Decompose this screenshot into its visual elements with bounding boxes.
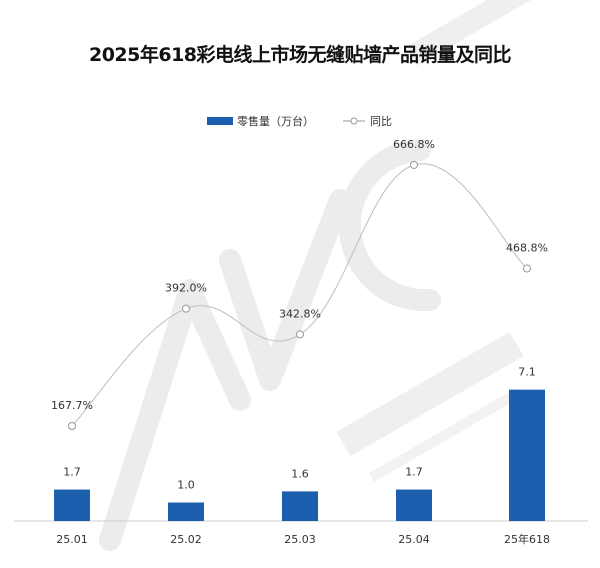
bar-label: 1.7 xyxy=(63,466,81,479)
yoy-label: 167.7% xyxy=(51,399,93,412)
bar-label: 7.1 xyxy=(518,366,536,379)
legend-line-marker xyxy=(350,117,358,125)
bar-label: 1.6 xyxy=(291,467,309,480)
x-tick-label: 25.01 xyxy=(56,533,88,546)
x-tick-label: 25.02 xyxy=(170,533,202,546)
chart-title: 2025年618彩电线上市场无缝贴墙产品销量及同比 xyxy=(88,44,512,66)
yoy-label: 666.8% xyxy=(393,138,435,151)
yoy-label: 392.0% xyxy=(165,282,207,295)
bar xyxy=(54,489,90,521)
watermark-cn xyxy=(336,0,574,457)
watermark-en xyxy=(368,388,522,482)
watermark-logo-a xyxy=(99,279,251,551)
yoy-point xyxy=(182,304,190,313)
bar xyxy=(396,489,432,521)
yoy-point xyxy=(523,264,531,273)
bar-label: 1.7 xyxy=(405,466,423,479)
yoy-point xyxy=(296,330,304,339)
yoy-point xyxy=(410,160,418,169)
yoy-label: 468.8% xyxy=(506,242,548,255)
yoy-point xyxy=(68,421,76,430)
bar-label: 1.0 xyxy=(177,479,195,492)
legend-bar-label: 零售量（万台） xyxy=(237,114,314,128)
watermark-logo xyxy=(99,139,441,551)
watermark-logo-v xyxy=(219,189,351,391)
legend-line-label: 同比 xyxy=(370,115,392,128)
watermark-cn-top-band xyxy=(406,0,574,66)
yoy-line xyxy=(71,163,528,427)
bar xyxy=(168,502,204,521)
x-tick-label: 25年618 xyxy=(504,532,550,546)
bar xyxy=(282,491,318,521)
x-tick-label: 25.04 xyxy=(398,533,430,546)
yoy-label: 342.8% xyxy=(279,307,321,320)
bar xyxy=(509,389,545,521)
legend-bar-swatch xyxy=(207,117,233,125)
watermark-cn-band xyxy=(336,331,524,457)
x-tick-label: 25.03 xyxy=(284,533,316,546)
watermark-logo-c xyxy=(338,139,441,312)
